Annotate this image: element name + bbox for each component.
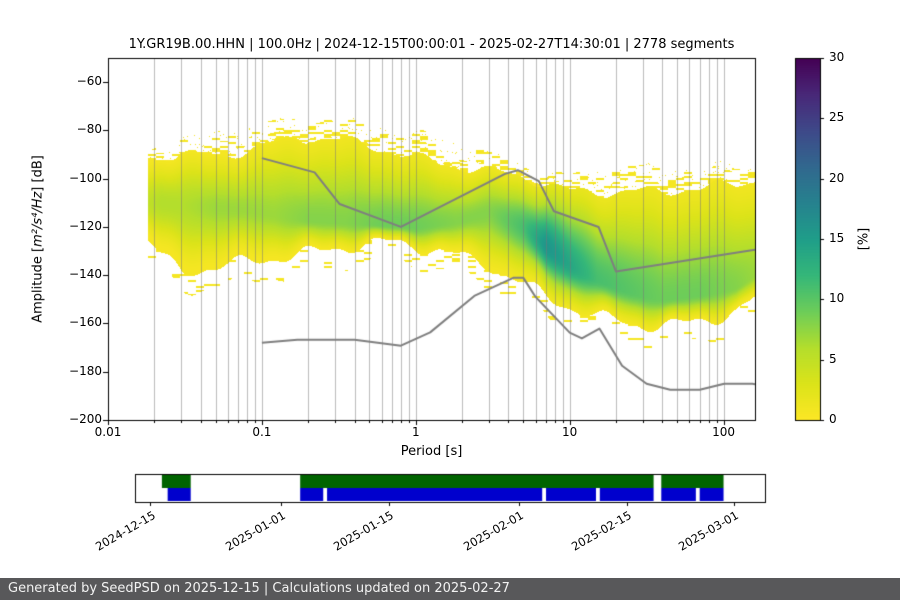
footer-text: Generated by SeedPSD on 2025-12-15 | Cal… [8,581,510,596]
colorbar-tick-label: 25 [829,110,845,125]
colorbar-tick-label: 15 [829,231,845,245]
colorbar-label: [%] [856,227,872,251]
colorbar-tick-label: 5 [829,351,837,366]
x-tick-label: 1 [411,425,420,439]
colorbar-tick-label: 0 [829,412,837,426]
y-axis-label-suffix: ] [dB] [30,155,46,192]
ppsd-plot-canvas [0,0,900,578]
colorbar-tick-label: 20 [829,170,845,185]
y-tick-label: −80 [76,122,102,137]
x-axis-label: Period [s] [400,444,463,459]
y-tick-label: −120 [69,218,102,233]
x-tick-label: 10 [562,425,578,439]
x-tick-label: 0.1 [252,425,272,439]
x-tick-label: 0.01 [94,425,122,439]
y-tick-label: −160 [69,315,102,330]
y-tick-label: −60 [76,74,102,89]
x-tick-label: 100 [712,425,736,439]
footer-bar: Generated by SeedPSD on 2025-12-15 | Cal… [0,578,900,600]
y-tick-label: −140 [69,267,102,282]
plot-title: 1Y.GR19B.00.HHN | 100.0Hz | 2024-12-15T0… [128,37,735,52]
colorbar-tick-label: 10 [829,291,845,306]
y-axis-label: Amplitude [m²/s⁴/Hz] [dB] [31,155,46,323]
colorbar-tick-label: 30 [829,50,845,64]
y-tick-label: −100 [69,170,102,185]
y-tick-label: −180 [69,363,102,378]
y-axis-label-prefix: Amplitude [ [30,246,46,323]
y-axis-units: m²/s⁴/Hz [30,191,46,247]
y-tick-label: −200 [69,412,102,426]
